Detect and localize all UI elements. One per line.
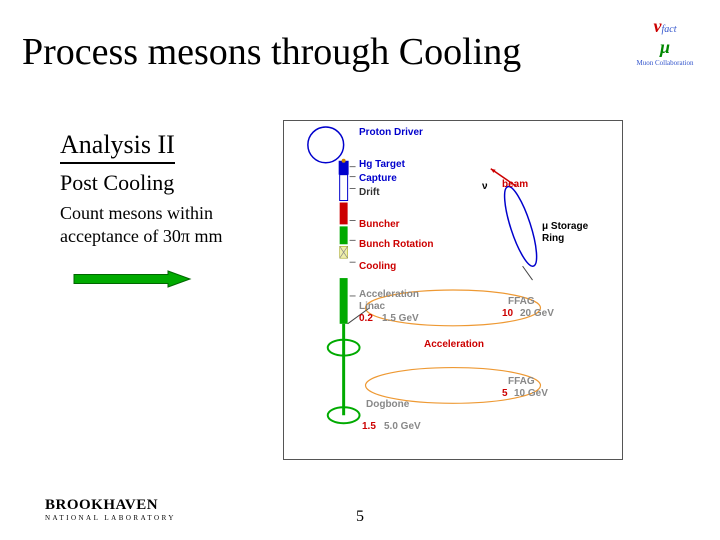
diagram-label: Ring bbox=[542, 233, 564, 244]
count-line2: acceptance of 30π mm bbox=[60, 226, 223, 246]
diagram-label: FFAG bbox=[508, 376, 535, 387]
diagram-label: FFAG bbox=[508, 296, 535, 307]
diagram-label: 10 GeV bbox=[514, 388, 548, 399]
slide-number: 5 bbox=[356, 508, 364, 526]
diagram-label: Proton Driver bbox=[359, 127, 423, 138]
diagram-label: Drift bbox=[359, 187, 380, 198]
mu-glyph: μ bbox=[660, 37, 670, 57]
diagram-label: Hg Target bbox=[359, 159, 405, 170]
diagram-label: Bunch Rotation bbox=[359, 239, 433, 250]
green-arrow-icon bbox=[72, 269, 202, 295]
diagram-label: Buncher bbox=[359, 219, 400, 230]
diagram-label: 5 bbox=[502, 388, 508, 399]
diagram-label: 10 bbox=[502, 308, 513, 319]
bnl-logo: BROOKHAVEN NATIONAL LABORATORY bbox=[45, 497, 176, 522]
diagram-label: ν bbox=[482, 181, 488, 192]
diagram-label: Acceleration bbox=[359, 289, 419, 300]
fact-text: fact bbox=[662, 24, 677, 35]
diagram-label: 5.0 GeV bbox=[384, 421, 421, 432]
diagram-label: 1.5 GeV bbox=[382, 313, 419, 324]
diagram-label: beam bbox=[502, 179, 528, 190]
bnl-name: BROOKHAVEN bbox=[45, 497, 176, 514]
diagram-label: Acceleration bbox=[424, 339, 484, 350]
bnl-sub: NATIONAL LABORATORY bbox=[45, 514, 176, 522]
count-text: Count mesons within acceptance of 30π mm bbox=[60, 202, 280, 247]
diagram-label: Cooling bbox=[359, 261, 396, 272]
diagram-label: Capture bbox=[359, 173, 397, 184]
diagram-label: 1.5 bbox=[362, 421, 376, 432]
diagram-label: Dogbone bbox=[366, 399, 409, 410]
analysis-heading: Analysis II bbox=[60, 130, 175, 164]
beamline-diagram: Proton Driver Hg Target Capture Drift Bunche… bbox=[283, 120, 623, 460]
diagram-label: 0.2 bbox=[359, 313, 373, 324]
diagram-label: 20 GeV bbox=[520, 308, 554, 319]
nu-glyph: ν bbox=[654, 16, 662, 36]
slide-title: Process mesons through Cooling bbox=[22, 30, 521, 74]
collab-sub: Muon Collaboration bbox=[637, 59, 694, 67]
count-line1: Count mesons within bbox=[60, 203, 213, 223]
diagram-label: Linac bbox=[359, 301, 385, 312]
muon-collab-logo: νfact μ Muon Collaboration bbox=[630, 16, 700, 56]
left-text-block: Analysis II Post Cooling Count mesons wi… bbox=[60, 130, 280, 300]
diagram-label: μ Storage bbox=[542, 221, 588, 232]
post-cooling-heading: Post Cooling bbox=[60, 170, 280, 196]
